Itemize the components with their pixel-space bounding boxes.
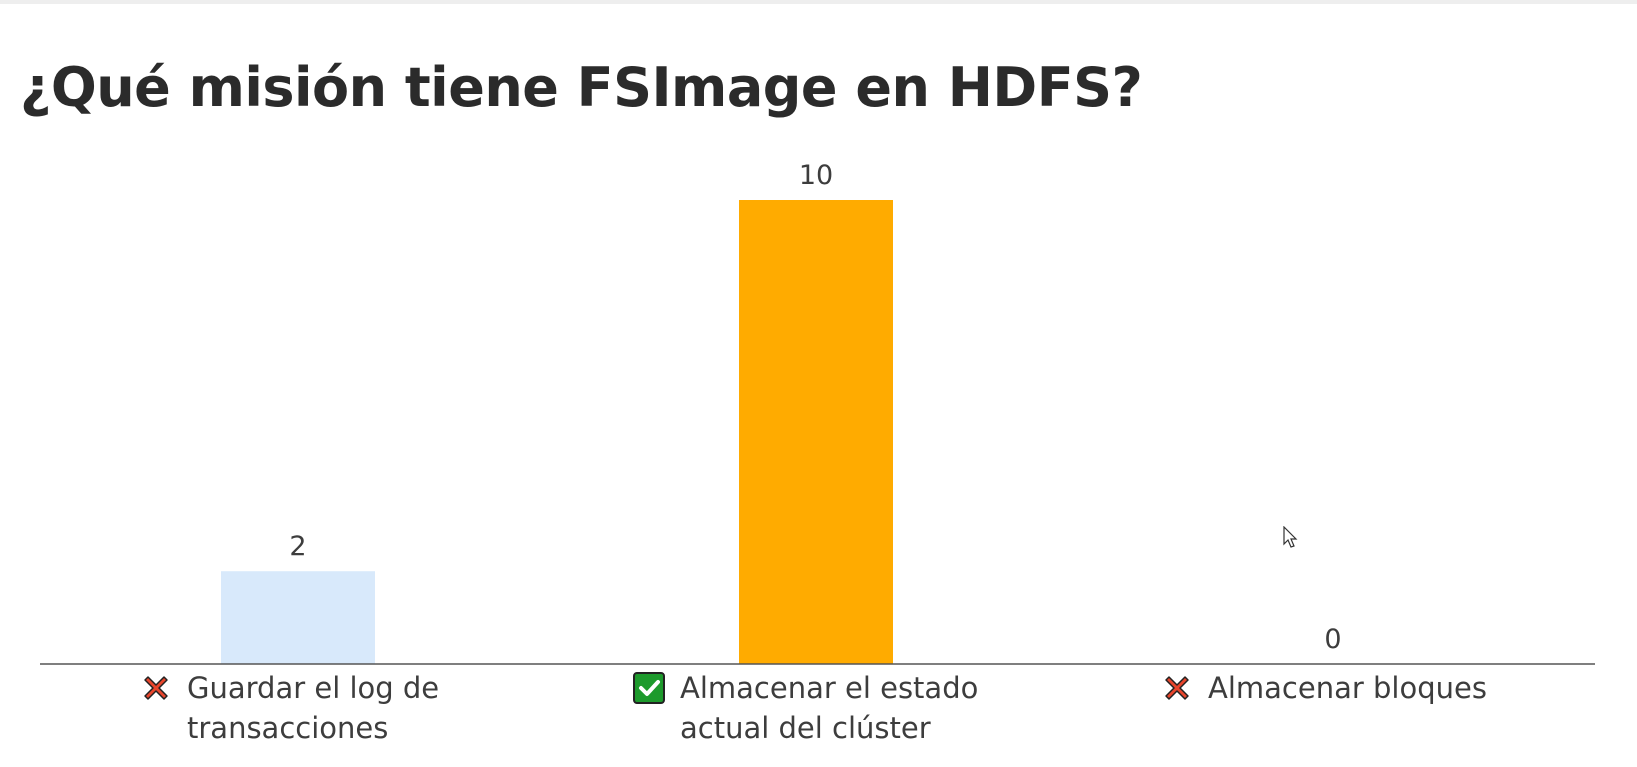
mouse-cursor-icon — [1283, 526, 1298, 548]
page-title: ¿Qué misión tiene FSImage en HDFS? — [20, 56, 1143, 120]
bar-value-label-1: 2 — [289, 531, 306, 562]
option-almacenar-bloques: Almacenar bloques — [1160, 668, 1487, 708]
bar-value-label-3: 0 — [1324, 624, 1341, 655]
bar-value-label-2: 10 — [799, 160, 833, 191]
bar-1 — [221, 571, 375, 664]
option-guardar-log: Guardar el log de transacciones — [139, 668, 487, 748]
option-label: Almacenar bloques — [1208, 671, 1487, 705]
option-label: Almacenar el estado actual del clúster — [680, 671, 979, 745]
cross-mark-icon — [144, 676, 168, 700]
option-label: Guardar el log de transacciones — [187, 671, 440, 745]
top-strip — [0, 0, 1637, 4]
bar-2 — [739, 200, 893, 664]
cross-mark-icon — [1165, 676, 1189, 700]
option-almacenar-estado: Almacenar el estado actual del clúster — [632, 668, 980, 748]
check-mark-icon — [633, 672, 665, 704]
